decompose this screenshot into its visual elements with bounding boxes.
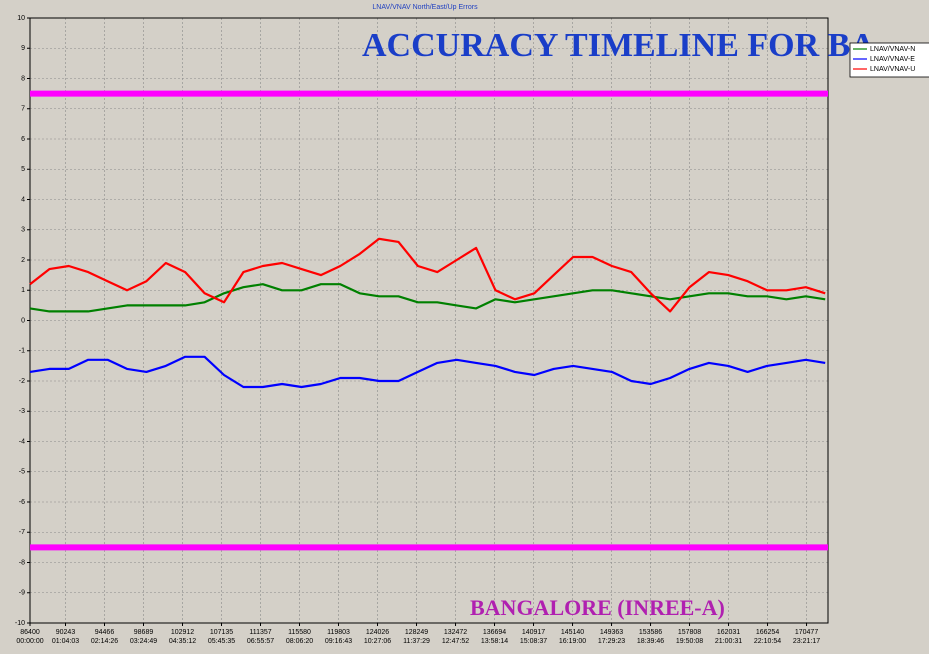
x-tick-label: 157808 (678, 629, 701, 636)
x-tick-time: 00:00:00 (16, 638, 43, 645)
series-line (29, 237, 826, 313)
x-tick-label: 86400 (20, 629, 40, 636)
overlay-title: ACCURACY TIMELINE FOR BA (362, 27, 875, 64)
x-tick-label: 111357 (249, 629, 271, 636)
y-tick-label: 0 (21, 317, 25, 324)
x-tick-time: 23:21:17 (793, 638, 820, 645)
x-tick-time: 17:29:23 (598, 638, 625, 645)
x-tick-time: 21:00:31 (715, 638, 742, 645)
y-tick-label: -3 (19, 408, 25, 415)
legend-label: LNAV/VNAV-E (870, 56, 915, 63)
x-tick-label: 115580 (288, 629, 311, 636)
x-tick-time: 10:27:06 (364, 638, 391, 645)
y-tick-label: -10 (15, 620, 25, 627)
x-tick-time: 12:47:52 (442, 638, 469, 645)
x-tick-label: 166254 (756, 629, 779, 636)
legend-label: LNAV/VNAV-U (870, 66, 915, 73)
plot-frame (29, 17, 829, 624)
y-tick-label: -6 (19, 499, 25, 506)
x-tick-time: 05:45:35 (208, 638, 235, 645)
y-tick-label: 6 (21, 136, 25, 143)
y-tick-label: 3 (21, 227, 25, 234)
x-tick-time: 06:55:57 (247, 638, 274, 645)
series-line (29, 355, 826, 389)
x-tick-time: 08:06:20 (286, 638, 313, 645)
x-tick-label: 140917 (522, 629, 545, 636)
y-tick-label: -9 (19, 590, 25, 597)
x-tick-label: 128249 (405, 629, 428, 636)
y-tick-label: 10 (17, 15, 25, 22)
x-tick-label: 102912 (171, 629, 194, 636)
station-label: BANGALORE (INREE-A) (470, 595, 725, 620)
y-tick-label: 1 (21, 287, 25, 294)
x-tick-label: 132472 (444, 629, 467, 636)
x-tick-time: 03:24:49 (130, 638, 157, 645)
x-tick-label: 136694 (483, 629, 506, 636)
y-tick-label: -4 (19, 438, 25, 445)
x-tick-time: 02:14:26 (91, 638, 118, 645)
x-tick-time: 09:16:43 (325, 638, 352, 645)
y-tick-label: 7 (21, 106, 25, 113)
y-tick-label: 2 (21, 257, 25, 264)
x-tick-time: 11:37:29 (403, 638, 430, 645)
y-tick-label: 8 (21, 75, 25, 82)
x-tick-label: 149363 (600, 629, 623, 636)
x-tick-label: 170477 (795, 629, 818, 636)
x-tick-time: 19:50:08 (676, 638, 703, 645)
y-tick-label: -7 (19, 529, 25, 536)
x-tick-time: 16:19:00 (559, 638, 586, 645)
series-line (29, 283, 826, 313)
y-tick-label: -8 (19, 559, 25, 566)
x-tick-label: 162031 (717, 629, 740, 636)
x-tick-time: 13:58:14 (481, 638, 508, 645)
x-tick-time: 01:04:03 (52, 638, 79, 645)
y-tick-label: -2 (19, 378, 25, 385)
x-tick-label: 107135 (210, 629, 233, 636)
y-tick-label: 4 (21, 196, 25, 203)
y-tick-label: 5 (21, 166, 25, 173)
legend-label: LNAV/VNAV-N (870, 46, 915, 53)
x-tick-label: 119803 (327, 629, 350, 636)
x-tick-label: 94466 (95, 629, 115, 636)
y-tick-label: -5 (19, 469, 25, 476)
x-tick-time: 15:08:37 (520, 638, 547, 645)
x-tick-time: 18:39:46 (637, 638, 664, 645)
x-tick-time: 04:35:12 (169, 638, 196, 645)
chart-title: LNAV/VNAV North/East/Up Errors (372, 4, 478, 11)
x-tick-label: 145140 (561, 629, 584, 636)
x-tick-label: 98689 (134, 629, 154, 636)
x-tick-label: 90243 (56, 629, 76, 636)
x-tick-label: 153586 (639, 629, 662, 636)
x-tick-label: 124026 (366, 629, 389, 636)
y-tick-label: 9 (21, 45, 25, 52)
y-tick-label: -1 (19, 348, 25, 355)
x-tick-time: 22:10:54 (754, 638, 781, 645)
